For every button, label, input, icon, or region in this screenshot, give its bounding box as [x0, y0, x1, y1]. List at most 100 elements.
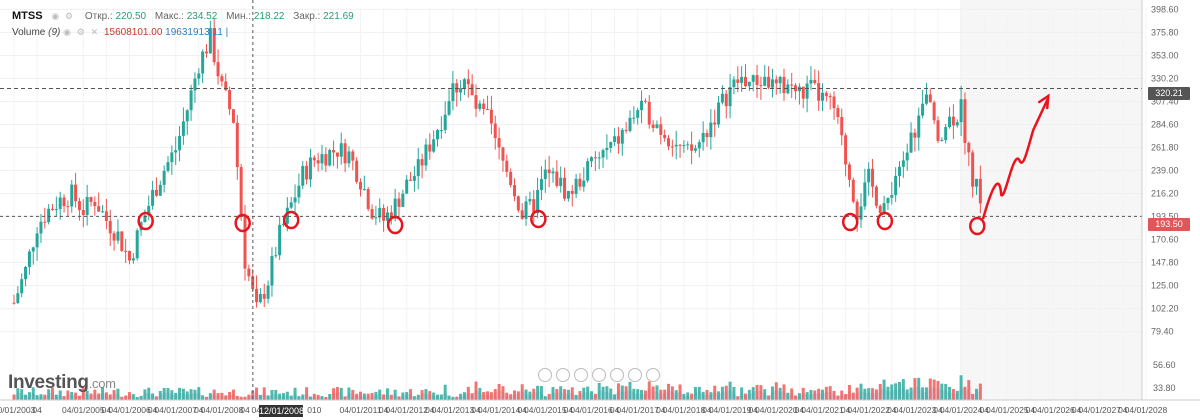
candle-body	[343, 143, 347, 164]
candle-body	[805, 83, 809, 99]
candle-body	[374, 217, 378, 219]
candle-body	[971, 152, 975, 187]
candle-body	[420, 159, 424, 166]
eye-icon[interactable]: ◉	[63, 27, 72, 37]
volume-bar	[924, 387, 928, 400]
candle-body	[432, 139, 436, 152]
eye-icon[interactable]: ◉	[51, 11, 60, 21]
candle-body	[231, 109, 235, 123]
volume-bar	[174, 392, 178, 400]
candle-body	[409, 179, 413, 181]
candle-body	[597, 157, 601, 159]
volume-bar	[189, 389, 193, 400]
volume-bar	[582, 387, 586, 400]
candle-body	[201, 51, 205, 74]
x-tick-label: 04	[748, 405, 758, 415]
red-circle	[841, 212, 859, 232]
volume-bar	[297, 396, 301, 400]
candle-body	[74, 184, 78, 202]
settings-icon[interactable]: ⚙	[64, 11, 74, 21]
candle-body	[636, 110, 640, 118]
volume-bar	[489, 392, 493, 400]
close-value: 221.69	[323, 11, 354, 22]
volume-bar	[813, 390, 817, 400]
candle-body	[578, 178, 582, 187]
candle-body	[593, 157, 597, 159]
candle-body	[555, 171, 559, 186]
x-tick-label: 04/01/2006	[108, 405, 151, 415]
toolbar-button[interactable]	[538, 368, 552, 382]
volume-bar	[332, 388, 336, 400]
close-icon[interactable]: ✕	[90, 27, 99, 37]
volume-bar	[867, 388, 871, 400]
candle-body	[462, 79, 466, 89]
candle-body	[809, 79, 813, 84]
toolbar-button[interactable]	[592, 368, 606, 382]
x-tick-label: 04/01/2013	[432, 405, 475, 415]
volume-bar	[590, 391, 593, 400]
candle-body	[239, 167, 243, 216]
volume-bar	[851, 392, 855, 400]
candle-body	[101, 211, 105, 213]
volume-bar	[74, 392, 78, 400]
volume-bar	[228, 391, 232, 400]
volume-bar	[355, 393, 359, 400]
volume-bar	[397, 396, 401, 400]
candle-body	[362, 189, 366, 191]
candle-body	[878, 205, 882, 214]
volume-bar	[308, 396, 312, 400]
candle-body	[405, 179, 409, 194]
candle-body	[559, 177, 563, 186]
volume-bar	[178, 387, 182, 400]
volume-bar	[559, 386, 563, 400]
candle-body	[108, 220, 112, 234]
candle-body	[301, 165, 305, 186]
candle-body	[47, 208, 51, 223]
settings-icon[interactable]: ⚙	[76, 27, 85, 37]
volume-bar	[840, 390, 844, 400]
volume-bar	[197, 387, 201, 400]
candle-body	[713, 122, 717, 125]
candle-body	[921, 103, 925, 116]
volume-tick-label: 33.80	[1153, 383, 1176, 393]
x-tick-label: 04/01/2026	[1032, 405, 1075, 415]
toolbar-button[interactable]	[628, 368, 642, 382]
volume-bar	[470, 393, 474, 400]
candle-body	[124, 250, 128, 252]
candle-body	[212, 28, 216, 63]
candle-body	[659, 124, 663, 135]
volume-bar	[678, 384, 682, 400]
candle-body	[516, 196, 520, 211]
x-tick-label: 04/01/2019	[709, 405, 752, 415]
volume-bar	[385, 388, 389, 400]
candle-body	[205, 51, 208, 54]
volume-bar	[112, 390, 116, 400]
volume-bar	[120, 396, 124, 400]
volume-bar	[124, 395, 128, 400]
candle-body	[955, 122, 959, 126]
candle-body	[351, 151, 355, 161]
candle-body	[158, 184, 162, 196]
volume-bar	[93, 389, 97, 400]
volume-bar	[220, 392, 224, 400]
candle-body	[821, 92, 824, 101]
volume-bar	[659, 389, 663, 400]
candle-body	[682, 145, 686, 147]
candle-body	[951, 116, 955, 126]
volume-bar	[570, 387, 574, 400]
toolbar-button[interactable]	[610, 368, 624, 382]
volume-bar	[436, 394, 439, 400]
x-tick-label: 04	[610, 405, 620, 415]
volume-bar	[320, 396, 324, 400]
volume-suffix: 11 |	[212, 27, 229, 38]
candle-body	[670, 146, 674, 148]
toolbar-button[interactable]	[556, 368, 570, 382]
volume-bar	[670, 386, 674, 400]
toolbar-button[interactable]	[646, 368, 660, 382]
candle-body	[359, 181, 362, 190]
candle-body	[482, 103, 486, 110]
volume-bar	[609, 388, 613, 400]
toolbar-button[interactable]	[574, 368, 588, 382]
candle-body	[12, 302, 16, 304]
